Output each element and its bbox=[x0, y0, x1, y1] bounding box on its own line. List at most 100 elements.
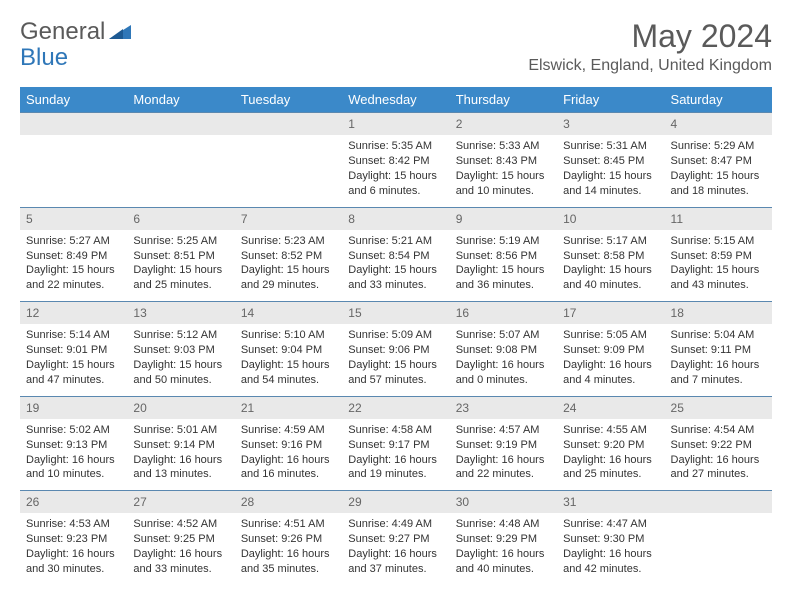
logo-triangle-icon bbox=[109, 21, 131, 44]
day-cell: Sunrise: 5:25 AMSunset: 8:51 PMDaylight:… bbox=[127, 230, 234, 302]
day-number: 8 bbox=[342, 207, 449, 230]
day-number: 7 bbox=[235, 207, 342, 230]
day-number: 20 bbox=[127, 396, 234, 419]
day-number: 2 bbox=[450, 113, 557, 136]
day-number: 27 bbox=[127, 491, 234, 514]
day-number: 29 bbox=[342, 491, 449, 514]
day-cell bbox=[235, 135, 342, 207]
day-cell: Sunrise: 4:47 AMSunset: 9:30 PMDaylight:… bbox=[557, 513, 664, 584]
month-title: May 2024 bbox=[528, 18, 772, 55]
day-header: Tuesday bbox=[235, 87, 342, 113]
day-cell: Sunrise: 5:12 AMSunset: 9:03 PMDaylight:… bbox=[127, 324, 234, 396]
day-cell: Sunrise: 5:23 AMSunset: 8:52 PMDaylight:… bbox=[235, 230, 342, 302]
day-cell: Sunrise: 5:35 AMSunset: 8:42 PMDaylight:… bbox=[342, 135, 449, 207]
daylight-text: Daylight: 15 hours and 22 minutes. bbox=[26, 263, 121, 293]
day-header: Saturday bbox=[665, 87, 772, 113]
sunset-text: Sunset: 9:23 PM bbox=[26, 532, 121, 547]
daylight-text: Daylight: 15 hours and 57 minutes. bbox=[348, 358, 443, 388]
sunrise-text: Sunrise: 5:09 AM bbox=[348, 328, 443, 343]
sunrise-text: Sunrise: 5:33 AM bbox=[456, 139, 551, 154]
sunset-text: Sunset: 9:26 PM bbox=[241, 532, 336, 547]
daylight-text: Daylight: 16 hours and 7 minutes. bbox=[671, 358, 766, 388]
daylight-text: Daylight: 15 hours and 29 minutes. bbox=[241, 263, 336, 293]
daylight-text: Daylight: 15 hours and 25 minutes. bbox=[133, 263, 228, 293]
sunset-text: Sunset: 8:59 PM bbox=[671, 249, 766, 264]
sunrise-text: Sunrise: 5:10 AM bbox=[241, 328, 336, 343]
daynum-row: 19202122232425 bbox=[20, 396, 772, 419]
day-number: 19 bbox=[20, 396, 127, 419]
daylight-text: Daylight: 16 hours and 25 minutes. bbox=[563, 453, 658, 483]
day-cell: Sunrise: 4:55 AMSunset: 9:20 PMDaylight:… bbox=[557, 419, 664, 491]
day-number: 30 bbox=[450, 491, 557, 514]
day-cell: Sunrise: 5:33 AMSunset: 8:43 PMDaylight:… bbox=[450, 135, 557, 207]
detail-row: Sunrise: 5:14 AMSunset: 9:01 PMDaylight:… bbox=[20, 324, 772, 396]
day-cell: Sunrise: 4:57 AMSunset: 9:19 PMDaylight:… bbox=[450, 419, 557, 491]
logo: General bbox=[20, 18, 133, 46]
sunrise-text: Sunrise: 4:47 AM bbox=[563, 517, 658, 532]
sunset-text: Sunset: 9:17 PM bbox=[348, 438, 443, 453]
sunrise-text: Sunrise: 5:25 AM bbox=[133, 234, 228, 249]
day-cell: Sunrise: 4:48 AMSunset: 9:29 PMDaylight:… bbox=[450, 513, 557, 584]
day-number: 13 bbox=[127, 302, 234, 325]
daylight-text: Daylight: 16 hours and 37 minutes. bbox=[348, 547, 443, 577]
day-cell: Sunrise: 5:07 AMSunset: 9:08 PMDaylight:… bbox=[450, 324, 557, 396]
sunrise-text: Sunrise: 5:02 AM bbox=[26, 423, 121, 438]
day-number bbox=[665, 491, 772, 514]
day-cell: Sunrise: 5:29 AMSunset: 8:47 PMDaylight:… bbox=[665, 135, 772, 207]
header: General May 2024 Elswick, England, Unite… bbox=[20, 18, 772, 75]
daynum-row: 12131415161718 bbox=[20, 302, 772, 325]
day-cell: Sunrise: 4:59 AMSunset: 9:16 PMDaylight:… bbox=[235, 419, 342, 491]
daylight-text: Daylight: 15 hours and 14 minutes. bbox=[563, 169, 658, 199]
day-cell: Sunrise: 5:27 AMSunset: 8:49 PMDaylight:… bbox=[20, 230, 127, 302]
daylight-text: Daylight: 15 hours and 54 minutes. bbox=[241, 358, 336, 388]
day-number: 3 bbox=[557, 113, 664, 136]
sunset-text: Sunset: 9:03 PM bbox=[133, 343, 228, 358]
sunset-text: Sunset: 9:06 PM bbox=[348, 343, 443, 358]
daylight-text: Daylight: 16 hours and 0 minutes. bbox=[456, 358, 551, 388]
calendar-table: Sunday Monday Tuesday Wednesday Thursday… bbox=[20, 87, 772, 585]
detail-row: Sunrise: 4:53 AMSunset: 9:23 PMDaylight:… bbox=[20, 513, 772, 584]
daylight-text: Daylight: 15 hours and 33 minutes. bbox=[348, 263, 443, 293]
sunset-text: Sunset: 8:47 PM bbox=[671, 154, 766, 169]
day-cell: Sunrise: 5:17 AMSunset: 8:58 PMDaylight:… bbox=[557, 230, 664, 302]
sunset-text: Sunset: 9:30 PM bbox=[563, 532, 658, 547]
day-header: Wednesday bbox=[342, 87, 449, 113]
day-header: Friday bbox=[557, 87, 664, 113]
sunrise-text: Sunrise: 5:29 AM bbox=[671, 139, 766, 154]
daylight-text: Daylight: 15 hours and 47 minutes. bbox=[26, 358, 121, 388]
sunset-text: Sunset: 8:51 PM bbox=[133, 249, 228, 264]
day-number: 28 bbox=[235, 491, 342, 514]
sunset-text: Sunset: 9:29 PM bbox=[456, 532, 551, 547]
sunset-text: Sunset: 9:13 PM bbox=[26, 438, 121, 453]
daylight-text: Daylight: 15 hours and 50 minutes. bbox=[133, 358, 228, 388]
day-header: Thursday bbox=[450, 87, 557, 113]
sunrise-text: Sunrise: 5:17 AM bbox=[563, 234, 658, 249]
day-number: 1 bbox=[342, 113, 449, 136]
detail-row: Sunrise: 5:35 AMSunset: 8:42 PMDaylight:… bbox=[20, 135, 772, 207]
day-cell bbox=[20, 135, 127, 207]
day-number: 17 bbox=[557, 302, 664, 325]
day-number: 5 bbox=[20, 207, 127, 230]
sunrise-text: Sunrise: 5:31 AM bbox=[563, 139, 658, 154]
day-number: 24 bbox=[557, 396, 664, 419]
daynum-row: 1234 bbox=[20, 113, 772, 136]
day-header-row: Sunday Monday Tuesday Wednesday Thursday… bbox=[20, 87, 772, 113]
day-number: 9 bbox=[450, 207, 557, 230]
day-number: 26 bbox=[20, 491, 127, 514]
daylight-text: Daylight: 16 hours and 42 minutes. bbox=[563, 547, 658, 577]
day-cell: Sunrise: 4:53 AMSunset: 9:23 PMDaylight:… bbox=[20, 513, 127, 584]
location: Elswick, England, United Kingdom bbox=[528, 57, 772, 75]
sunrise-text: Sunrise: 5:35 AM bbox=[348, 139, 443, 154]
sunset-text: Sunset: 9:04 PM bbox=[241, 343, 336, 358]
day-number bbox=[127, 113, 234, 136]
sunrise-text: Sunrise: 4:57 AM bbox=[456, 423, 551, 438]
sunset-text: Sunset: 9:14 PM bbox=[133, 438, 228, 453]
sunset-text: Sunset: 9:01 PM bbox=[26, 343, 121, 358]
sunset-text: Sunset: 9:27 PM bbox=[348, 532, 443, 547]
day-cell: Sunrise: 4:54 AMSunset: 9:22 PMDaylight:… bbox=[665, 419, 772, 491]
sunrise-text: Sunrise: 4:54 AM bbox=[671, 423, 766, 438]
daylight-text: Daylight: 16 hours and 19 minutes. bbox=[348, 453, 443, 483]
day-number: 16 bbox=[450, 302, 557, 325]
sunset-text: Sunset: 9:16 PM bbox=[241, 438, 336, 453]
day-cell bbox=[127, 135, 234, 207]
